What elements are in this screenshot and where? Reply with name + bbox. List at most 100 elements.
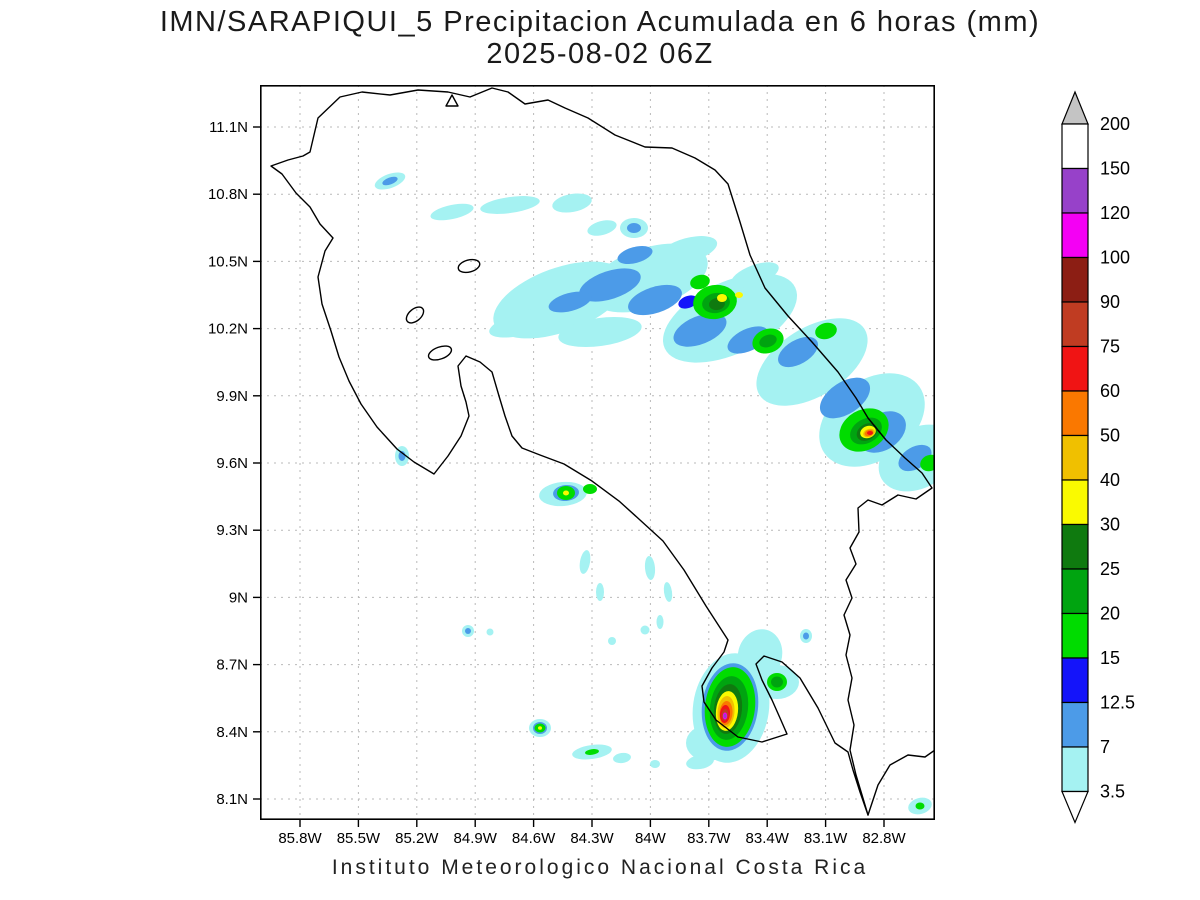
precip-contour-7mm bbox=[548, 291, 592, 313]
precip-contour-7mm bbox=[579, 268, 641, 302]
lon-tick-label: 84.6W bbox=[512, 830, 556, 847]
colorbar-segment bbox=[1061, 612, 1089, 659]
colorbar-label: 12.5 bbox=[1100, 693, 1135, 713]
precip-contour-3.5mm bbox=[489, 306, 567, 338]
colorbar-label: 3.5 bbox=[1100, 782, 1125, 802]
colorbar-segment bbox=[1061, 167, 1089, 214]
colorbar-segment bbox=[1061, 434, 1089, 481]
lake-arenal-outline bbox=[457, 258, 481, 274]
lon-tick-label: 83.4W bbox=[746, 830, 790, 847]
footer-text: Instituto Meteorologico Nacional Costa R… bbox=[331, 856, 869, 879]
colorbar-segment bbox=[1061, 390, 1089, 437]
lat-tick-label: 9.9N bbox=[216, 388, 248, 405]
precip-contour-15mm bbox=[915, 802, 925, 810]
precip-contour-3.5mm bbox=[731, 262, 779, 288]
precip-contour-30mm bbox=[717, 294, 727, 302]
colorbar-segment bbox=[1061, 301, 1089, 348]
precip-contour-3.5mm bbox=[558, 316, 642, 348]
colorbar-segment bbox=[1061, 568, 1089, 615]
colorbar-label: 120 bbox=[1100, 203, 1130, 223]
precip-contour-15mm bbox=[583, 484, 597, 494]
precip-contour-3.5mm bbox=[658, 236, 718, 264]
chart-title: IMN/SARAPIQUI_5 Precipitacion Acumulada … bbox=[159, 6, 1041, 38]
precip-contour-3.5mm bbox=[608, 637, 616, 645]
precip-contour-30mm bbox=[735, 292, 743, 298]
precip-contour-3.5mm bbox=[650, 760, 660, 768]
precip-contour-3.5mm bbox=[552, 193, 592, 213]
panama-coastline bbox=[867, 749, 935, 816]
precip-contour-3.5mm bbox=[640, 625, 650, 635]
axis-labels: 85.8W 85.5W 85.2W 84.9W 84.6W 84.3W 84W 83.7W 83… bbox=[208, 119, 907, 847]
lon-tick-label: 84.9W bbox=[454, 830, 498, 847]
precip-contour-3.5mm bbox=[587, 220, 617, 236]
lat-tick-label: 11.1N bbox=[209, 119, 248, 136]
plot-frame bbox=[260, 85, 936, 821]
colorbar-label: 30 bbox=[1100, 515, 1120, 535]
precip-contour-7mm bbox=[617, 245, 653, 265]
precip-contour-7mm bbox=[778, 336, 818, 368]
colorbar-under-triangle bbox=[1061, 790, 1089, 825]
precip-contour-3.5mm bbox=[596, 583, 604, 601]
colorbar-label: 40 bbox=[1100, 470, 1120, 490]
lat-tick-label: 9N bbox=[229, 589, 248, 606]
colorbar-label: 150 bbox=[1100, 159, 1130, 179]
precip-contour-7mm bbox=[803, 632, 809, 640]
colorbar-label: 90 bbox=[1100, 292, 1120, 312]
precip-contour-3.5mm bbox=[644, 556, 656, 580]
tempisque-estuary-contour bbox=[405, 306, 425, 324]
lon-tick-label: 85.2W bbox=[395, 830, 439, 847]
lat-tick-label: 8.1N bbox=[216, 791, 248, 808]
colorbar-segment bbox=[1061, 123, 1089, 170]
colorbar-segment bbox=[1061, 746, 1089, 793]
precip-contour-15mm bbox=[690, 274, 710, 290]
precip-contour-3.5mm bbox=[430, 203, 474, 221]
precip-contour-3.5mm bbox=[663, 582, 673, 602]
lon-tick-label: 83.1W bbox=[804, 830, 848, 847]
colorbar-segment bbox=[1061, 256, 1089, 303]
colorbar-label: 15 bbox=[1100, 648, 1120, 668]
colorbar-label: 20 bbox=[1100, 604, 1120, 624]
precip-contour-120mm bbox=[723, 713, 727, 719]
precip-contour-15mm bbox=[585, 749, 599, 755]
coastlines bbox=[270, 87, 935, 816]
colorbar-label: 100 bbox=[1100, 248, 1130, 268]
lat-tick-label: 9.6N bbox=[216, 455, 248, 472]
colorbar-segment bbox=[1061, 657, 1089, 704]
colorbar-label: 75 bbox=[1100, 337, 1120, 357]
colorbar-label: 200 bbox=[1100, 114, 1130, 134]
precip-contour-3.5mm bbox=[656, 615, 664, 629]
lat-tick-label: 9.3N bbox=[216, 522, 248, 539]
colorbar-over-triangle bbox=[1061, 90, 1089, 125]
precip-contour-60mm bbox=[867, 431, 873, 435]
precip-contour-3.5mm bbox=[613, 752, 631, 764]
lon-tick-label: 82.8W bbox=[862, 830, 906, 847]
precip-contour-3.5mm bbox=[579, 550, 591, 574]
precip-contour-3.5mm bbox=[480, 196, 540, 214]
lon-tick-label: 83.7W bbox=[687, 830, 731, 847]
precip-contour-7mm bbox=[382, 176, 398, 186]
precip-contour-7mm bbox=[465, 628, 471, 634]
map-plot: 85.8W 85.5W 85.2W 84.9W 84.6W 84.3W 84W 83.7W 83… bbox=[208, 85, 936, 847]
chart-subtitle: 2025-08-02 06Z bbox=[486, 38, 714, 70]
lon-tick-label: 85.5W bbox=[337, 830, 381, 847]
axis-ticks bbox=[253, 126, 885, 827]
colorbar-label: 50 bbox=[1100, 426, 1120, 446]
precip-contour-7mm bbox=[819, 377, 871, 419]
precip-contour-7mm bbox=[628, 284, 682, 316]
precip-contour-20mm bbox=[759, 334, 777, 348]
precip-contour-7mm bbox=[627, 223, 641, 233]
lat-tick-label: 8.4N bbox=[216, 724, 248, 741]
lat-tick-label: 8.7N bbox=[216, 657, 248, 674]
lon-tick-label: 84.3W bbox=[570, 830, 614, 847]
colorbar-segment bbox=[1061, 523, 1089, 570]
precip-contour-15mm bbox=[815, 322, 837, 340]
island-triangle-marker bbox=[445, 94, 459, 107]
lon-tick-label: 84W bbox=[635, 830, 667, 847]
colorbar-label: 60 bbox=[1100, 381, 1120, 401]
lat-tick-label: 10.8N bbox=[208, 186, 248, 203]
lat-tick-label: 10.2N bbox=[208, 321, 248, 338]
precip-contour-3.5mm bbox=[486, 628, 494, 636]
colorbar: 200 150 120 100 90 75 60 50 40 30 25 20 15 12.5 7 3.5 bbox=[1061, 90, 1135, 825]
colorbar-segment bbox=[1061, 345, 1089, 392]
